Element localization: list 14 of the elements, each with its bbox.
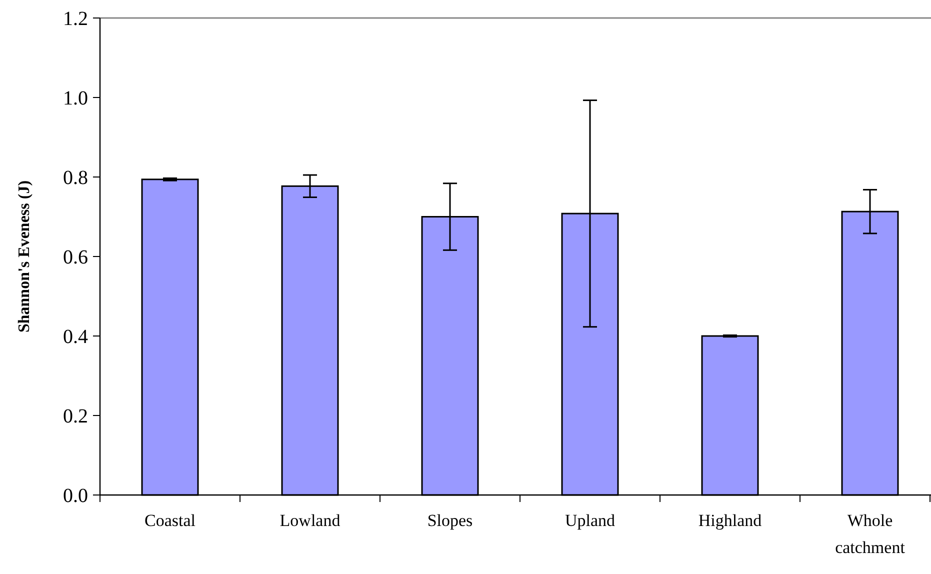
y-tick-label: 0.4 [63, 326, 88, 348]
x-tick-label: Whole catchment [835, 511, 906, 557]
x-tick-label: Coastal [144, 511, 196, 530]
y-tick-label: 0.8 [63, 167, 88, 189]
x-tick-label: Upland [564, 511, 616, 530]
x-tick-label: Highland [698, 511, 762, 530]
x-tick-label: Slopes [427, 511, 473, 530]
y-tick-label: 0.6 [63, 246, 88, 268]
y-tick-label: 0.2 [63, 406, 88, 428]
x-tick-label: Lowland [280, 511, 341, 530]
y-tick-label: 1.0 [63, 88, 88, 110]
y-axis-title: Shannon's Eveness (J) [16, 180, 33, 333]
y-tick-label: 0.0 [63, 485, 88, 507]
y-tick-label: 1.2 [63, 8, 88, 30]
